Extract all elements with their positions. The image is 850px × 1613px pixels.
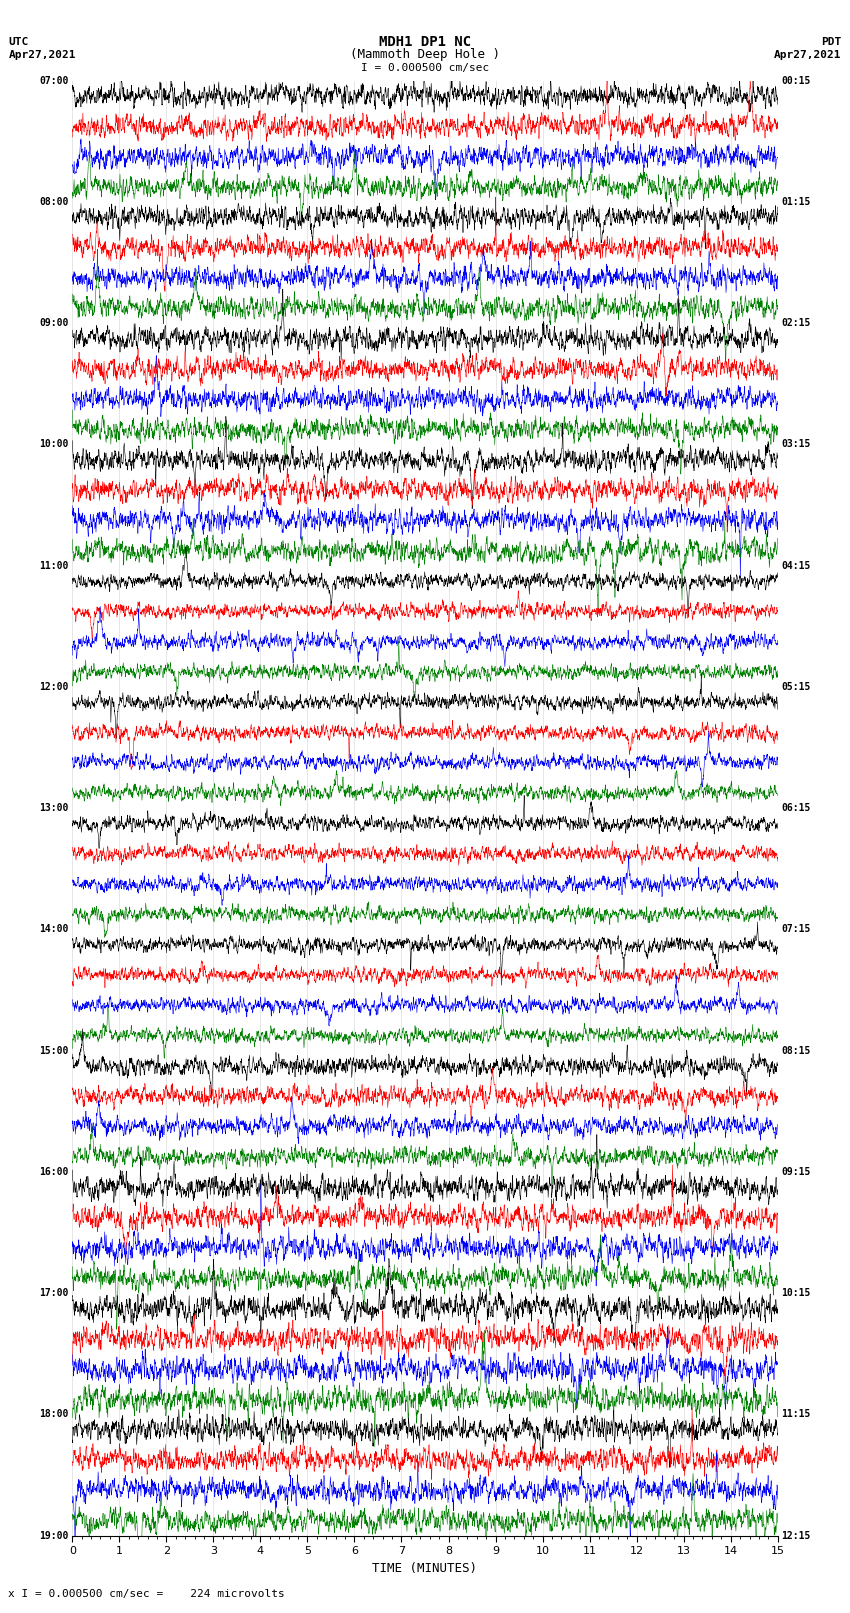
Text: 11:15: 11:15: [781, 1410, 811, 1419]
Text: 04:15: 04:15: [781, 561, 811, 571]
Text: I = 0.000500 cm/sec: I = 0.000500 cm/sec: [361, 63, 489, 73]
Text: 15:00: 15:00: [39, 1045, 69, 1055]
Text: 10:15: 10:15: [781, 1289, 811, 1298]
Text: 05:15: 05:15: [781, 682, 811, 692]
Text: 01:15: 01:15: [781, 197, 811, 206]
Text: x I = 0.000500 cm/sec =    224 microvolts: x I = 0.000500 cm/sec = 224 microvolts: [8, 1589, 286, 1598]
Text: 07:15: 07:15: [781, 924, 811, 934]
Text: 14:00: 14:00: [39, 924, 69, 934]
Text: 08:15: 08:15: [781, 1045, 811, 1055]
Text: 12:15: 12:15: [781, 1531, 811, 1540]
Text: 11:00: 11:00: [39, 561, 69, 571]
Text: 13:00: 13:00: [39, 803, 69, 813]
Text: Apr27,2021: Apr27,2021: [774, 50, 842, 60]
Text: UTC: UTC: [8, 37, 29, 47]
Text: 06:15: 06:15: [781, 803, 811, 813]
Text: 00:15: 00:15: [781, 76, 811, 85]
Text: 03:15: 03:15: [781, 439, 811, 450]
Text: MDH1 DP1 NC: MDH1 DP1 NC: [379, 35, 471, 48]
Text: 16:00: 16:00: [39, 1166, 69, 1177]
Text: 09:15: 09:15: [781, 1166, 811, 1177]
X-axis label: TIME (MINUTES): TIME (MINUTES): [372, 1561, 478, 1574]
Text: PDT: PDT: [821, 37, 842, 47]
Text: 17:00: 17:00: [39, 1289, 69, 1298]
Text: 19:00: 19:00: [39, 1531, 69, 1540]
Text: 02:15: 02:15: [781, 318, 811, 327]
Text: 08:00: 08:00: [39, 197, 69, 206]
Text: 18:00: 18:00: [39, 1410, 69, 1419]
Text: 12:00: 12:00: [39, 682, 69, 692]
Text: 09:00: 09:00: [39, 318, 69, 327]
Text: (Mammoth Deep Hole ): (Mammoth Deep Hole ): [350, 48, 500, 61]
Text: 07:00: 07:00: [39, 76, 69, 85]
Text: 10:00: 10:00: [39, 439, 69, 450]
Text: Apr27,2021: Apr27,2021: [8, 50, 76, 60]
